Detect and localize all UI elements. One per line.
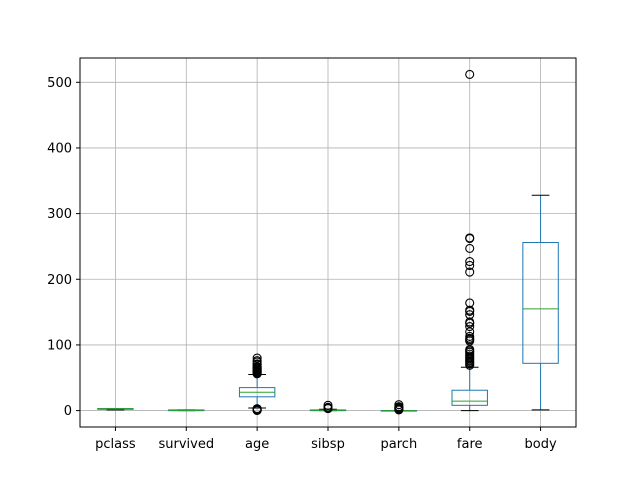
outlier-point	[465, 233, 475, 243]
x-tick-label: fare	[457, 437, 483, 452]
axes: 0 100 200 300 400 500 pclass survived age sibsp pa…	[47, 76, 557, 452]
box-survived	[168, 409, 205, 412]
outlier-point	[465, 317, 475, 327]
x-tick-label: age	[245, 437, 269, 452]
outlier-point	[252, 404, 262, 414]
box-parch	[380, 400, 418, 415]
outlier-point	[465, 310, 475, 320]
box-iqr	[451, 389, 488, 406]
y-tick-label: 200	[47, 273, 72, 288]
outlier-point	[465, 305, 475, 315]
x-tick-label: survived	[158, 437, 214, 452]
outlier-point	[252, 356, 262, 366]
outlier-point	[323, 400, 333, 410]
box-sibsp	[309, 400, 347, 414]
outlier-point	[394, 400, 404, 410]
outlier-point	[465, 243, 475, 253]
x-tick-label: body	[524, 437, 556, 452]
grid-lines	[80, 58, 576, 427]
box-fare	[451, 69, 488, 412]
y-tick-label: 500	[47, 76, 72, 91]
y-tick-label: 0	[64, 404, 72, 419]
outlier-point	[465, 256, 475, 267]
outlier-point	[465, 331, 475, 341]
x-tick-label: sibsp	[311, 437, 345, 452]
x-tick-label: parch	[381, 437, 418, 452]
outlier-point	[465, 321, 475, 332]
outlier-point	[465, 69, 475, 79]
outlier-point	[252, 353, 262, 363]
y-tick-label: 100	[47, 338, 72, 353]
y-tick-label: 400	[47, 141, 72, 156]
box-age	[238, 353, 276, 416]
x-tick-label: pclass	[95, 437, 136, 452]
box-pclass	[97, 408, 134, 411]
outlier-point	[465, 260, 475, 271]
outlier-point	[465, 298, 475, 308]
box-iqr	[522, 242, 559, 364]
box-body	[522, 194, 559, 411]
boxplot-series	[97, 69, 559, 416]
y-tick-label: 300	[47, 207, 72, 222]
outlier-point	[465, 267, 475, 277]
